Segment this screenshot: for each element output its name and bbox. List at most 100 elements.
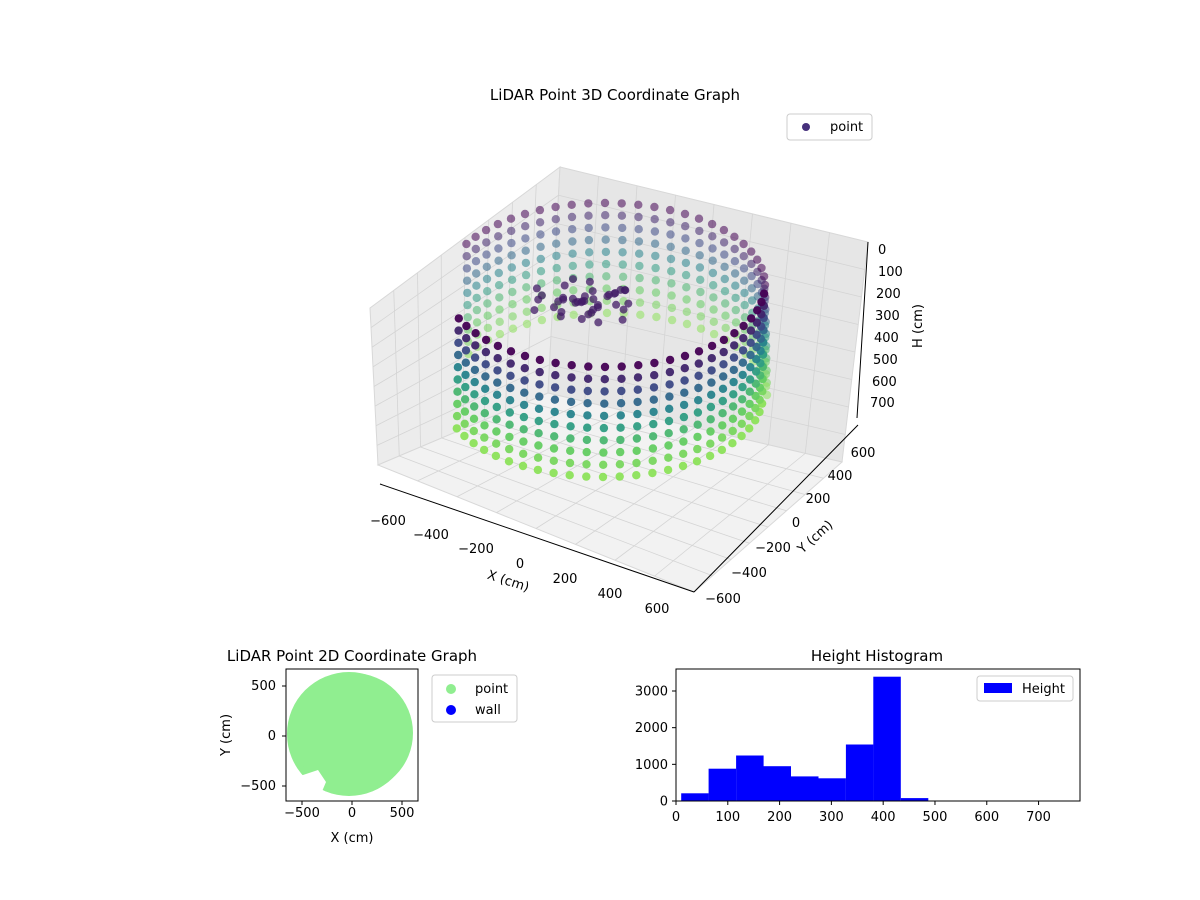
point-3d: [601, 363, 609, 371]
z-tick-label: 100: [878, 265, 903, 280]
point-3d: [709, 293, 717, 301]
point-3d: [522, 271, 530, 279]
point-3d: [471, 341, 479, 349]
point-3d: [570, 311, 578, 319]
point-3d: [453, 412, 461, 420]
point-3d: [600, 436, 608, 444]
histogram-bar: [791, 776, 819, 801]
point-3d: [585, 224, 593, 232]
point-3d: [746, 351, 754, 359]
point-3d: [493, 366, 501, 374]
point-3d: [551, 408, 559, 416]
point-3d: [682, 259, 690, 267]
point-3d: [568, 361, 576, 369]
z-tick-label: 0: [878, 243, 886, 258]
point-3d: [583, 436, 591, 444]
point-3d: [719, 360, 727, 368]
point-3d: [536, 356, 544, 364]
point-3d: [453, 388, 461, 396]
point-3d: [745, 400, 753, 408]
point-3d: [481, 372, 489, 380]
point-3d: [618, 248, 626, 256]
x-tick-label-2d: 500: [390, 806, 415, 821]
point-3d: [535, 380, 543, 388]
point-3d: [521, 364, 529, 372]
point-3d: [461, 420, 469, 428]
point-3d: [719, 397, 727, 405]
point-3d: [551, 383, 559, 391]
point-3d: [454, 339, 462, 347]
point-3d: [568, 250, 576, 258]
point-3d: [506, 396, 514, 404]
point-3d: [729, 378, 737, 386]
point-3d: [484, 324, 492, 332]
point-3d: [463, 277, 471, 285]
histogram-x-tick-label: 100: [715, 810, 740, 825]
point-3d: [483, 299, 491, 307]
y-tick-label: −600: [705, 592, 741, 607]
point-3d: [566, 459, 574, 467]
point-3d: [693, 433, 701, 441]
point-3d: [633, 410, 641, 418]
point-3d: [535, 417, 543, 425]
point-3d: [753, 256, 761, 264]
point-3d: [472, 269, 480, 277]
point-3d: [601, 375, 609, 383]
point-3d: [682, 295, 690, 303]
point-3d: [536, 206, 544, 214]
point-3d: [679, 462, 687, 470]
point-3d: [740, 264, 748, 272]
x-tick-label: −200: [458, 542, 494, 557]
point-3d: [720, 238, 728, 246]
histogram-bar: [709, 769, 737, 801]
point-3d: [568, 237, 576, 245]
histogram-x-ticks: 0 100 200 300 400 500 600 700: [672, 801, 1051, 825]
point-3d: [492, 415, 500, 423]
point-3d: [616, 448, 624, 456]
point-3d: [760, 272, 768, 280]
point-3d: [463, 264, 471, 272]
point-3d: [619, 260, 627, 268]
point-3d: [757, 264, 765, 272]
point-3d: [729, 415, 737, 423]
point-3d: [599, 473, 607, 481]
point-3d: [601, 199, 609, 207]
point-3d: [634, 361, 642, 369]
point-3d: [617, 411, 625, 419]
point-3d: [599, 448, 607, 456]
point-3d: [621, 286, 629, 294]
point-3d: [681, 210, 689, 218]
point-3d: [667, 243, 675, 251]
point-3d: [650, 396, 658, 404]
x-tick-label-2d: −500: [284, 806, 320, 821]
point-3d: [507, 239, 515, 247]
point-3d: [707, 378, 715, 386]
point-3d: [509, 325, 517, 333]
point-3d: [746, 388, 754, 396]
point-3d: [494, 257, 502, 265]
point-3d: [709, 305, 717, 313]
point-3d: [720, 263, 728, 271]
point-3d: [633, 398, 641, 406]
point-3d: [507, 359, 515, 367]
point-3d: [583, 448, 591, 456]
point-3d: [522, 259, 530, 267]
point-3d: [709, 257, 717, 265]
point-3d: [521, 234, 529, 242]
point-3d: [600, 400, 608, 408]
legend-point-marker: [802, 123, 810, 131]
point-3d: [567, 373, 575, 381]
histogram-x-tick-label: 700: [1026, 810, 1051, 825]
point-3d: [519, 437, 527, 445]
point-3d: [566, 422, 574, 430]
point-3d: [683, 308, 691, 316]
point-3d: [731, 245, 739, 253]
point-3d: [462, 322, 470, 330]
point-3d: [462, 240, 470, 248]
point-3d: [601, 223, 609, 231]
point-3d: [507, 227, 515, 235]
point-3d: [739, 371, 747, 379]
point-3d: [461, 371, 469, 379]
point-3d: [747, 314, 755, 322]
